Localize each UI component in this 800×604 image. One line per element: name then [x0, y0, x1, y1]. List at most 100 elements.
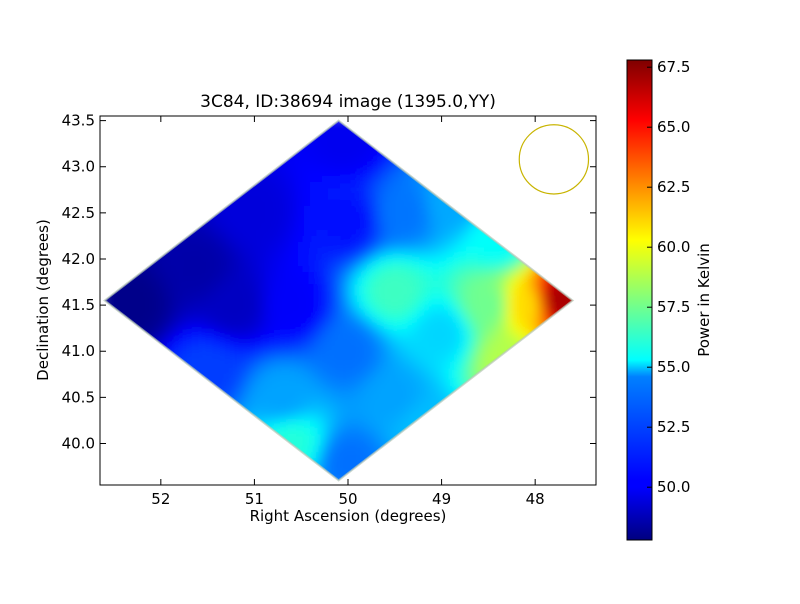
heatmap-cell	[244, 344, 251, 351]
heatmap-cell	[328, 242, 335, 249]
heatmap-cell	[292, 314, 299, 321]
heatmap-cell	[418, 122, 425, 129]
heatmap-cell	[526, 452, 533, 459]
heatmap-cell	[292, 248, 299, 255]
heatmap-cell	[136, 152, 143, 159]
heatmap-cell	[208, 206, 215, 213]
heatmap-cell	[370, 242, 377, 249]
heatmap-cell	[322, 260, 329, 267]
heatmap-cell	[424, 326, 431, 333]
heatmap-cell	[334, 386, 341, 393]
heatmap-cell	[538, 128, 545, 135]
heatmap-cell	[112, 164, 119, 171]
heatmap-cell	[304, 176, 311, 183]
heatmap-cell	[334, 446, 341, 453]
heatmap-cell	[484, 296, 491, 303]
heatmap-cell	[340, 470, 347, 477]
heatmap-cell	[448, 260, 455, 267]
heatmap-cell	[274, 290, 281, 297]
heatmap-cell	[106, 182, 113, 189]
heatmap-cell	[274, 248, 281, 255]
heatmap-cell	[580, 440, 587, 447]
heatmap-cell	[184, 440, 191, 447]
heatmap-cell	[364, 464, 371, 471]
heatmap-cell	[352, 158, 359, 165]
heatmap-cell	[358, 254, 365, 261]
heatmap-cell	[184, 314, 191, 321]
heatmap-cell	[376, 284, 383, 291]
heatmap-cell	[274, 404, 281, 411]
heatmap-cell	[484, 320, 491, 327]
heatmap-cell	[232, 308, 239, 315]
heatmap-cell	[358, 266, 365, 273]
heatmap-cell	[508, 374, 515, 381]
heatmap-cell	[562, 362, 569, 369]
heatmap-cell	[130, 128, 137, 135]
heatmap-cell	[442, 140, 449, 147]
heatmap-cell	[562, 158, 569, 165]
heatmap-cell	[172, 266, 179, 273]
heatmap-cell	[454, 338, 461, 345]
heatmap-cell	[460, 458, 467, 465]
heatmap-cell	[250, 248, 257, 255]
heatmap-cell	[244, 338, 251, 345]
heatmap-cell	[586, 428, 593, 435]
heatmap-cell	[490, 422, 497, 429]
heatmap-cell	[304, 356, 311, 363]
heatmap-cell	[316, 206, 323, 213]
heatmap-cell	[214, 176, 221, 183]
heatmap-cell	[448, 320, 455, 327]
heatmap-cell	[352, 134, 359, 141]
heatmap-cell	[104, 308, 107, 315]
heatmap-cell	[538, 152, 545, 159]
heatmap-cell	[112, 398, 119, 405]
heatmap-cell	[262, 344, 269, 351]
heatmap-cell	[214, 290, 221, 297]
heatmap-cell	[112, 254, 119, 261]
heatmap-cell	[322, 134, 329, 141]
heatmap-cell	[490, 164, 497, 171]
heatmap-cell	[442, 254, 449, 261]
heatmap-cell	[358, 128, 365, 135]
heatmap-cell	[526, 164, 533, 171]
heatmap-cell	[136, 398, 143, 405]
heatmap-cell	[520, 428, 527, 435]
heatmap-cell	[196, 122, 203, 129]
heatmap-cell	[466, 284, 473, 291]
heatmap-cell	[478, 236, 485, 243]
heatmap-cell	[256, 290, 263, 297]
heatmap-cell	[202, 296, 209, 303]
heatmap-cell	[388, 272, 395, 279]
heatmap-cell	[574, 470, 581, 477]
heatmap-cell	[358, 212, 365, 219]
heatmap-cell	[118, 440, 125, 447]
heatmap-cell	[454, 134, 461, 141]
heatmap-cell	[556, 362, 563, 369]
heatmap-cell	[466, 368, 473, 375]
heatmap-cell	[364, 416, 371, 423]
heatmap-cell	[214, 140, 221, 147]
heatmap-cell	[466, 332, 473, 339]
heatmap-cell	[454, 314, 461, 321]
heatmap-cell	[322, 314, 329, 321]
heatmap-cell	[154, 368, 161, 375]
heatmap-cell	[160, 374, 167, 381]
heatmap-cell	[400, 242, 407, 249]
heatmap-cell	[424, 332, 431, 339]
heatmap-cell	[406, 404, 413, 411]
heatmap-cell	[316, 362, 323, 369]
heatmap-cell	[244, 272, 251, 279]
heatmap-cell	[502, 392, 509, 399]
heatmap-cell	[220, 272, 227, 279]
heatmap-cell	[454, 260, 461, 267]
heatmap-cell	[118, 428, 125, 435]
heatmap-cell	[508, 392, 515, 399]
heatmap-cell	[388, 122, 395, 129]
heatmap-cell	[196, 422, 203, 429]
heatmap-cell	[502, 266, 509, 273]
heatmap-cell	[124, 398, 131, 405]
heatmap-cell	[104, 362, 107, 369]
heatmap-cell	[196, 200, 203, 207]
heatmap-cell	[436, 314, 443, 321]
heatmap-cell	[454, 272, 461, 279]
